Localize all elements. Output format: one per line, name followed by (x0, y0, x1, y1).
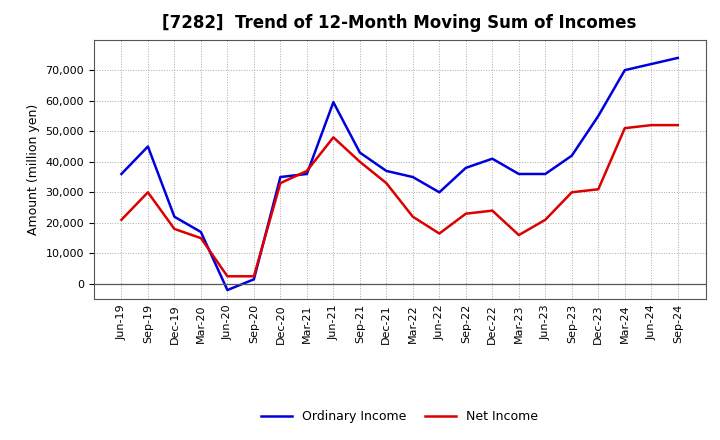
Net Income (567, 190, 576, 195)
Net Income (356, 159, 364, 165)
Net Income (223, 274, 232, 279)
Net Income (117, 217, 126, 223)
Ordinary Income (673, 55, 682, 61)
Ordinary Income (408, 174, 417, 180)
Net Income (435, 231, 444, 236)
Y-axis label: Amount (million yen): Amount (million yen) (27, 104, 40, 235)
Ordinary Income (117, 171, 126, 176)
Ordinary Income (435, 190, 444, 195)
Ordinary Income (197, 229, 205, 235)
Net Income (197, 235, 205, 241)
Ordinary Income (515, 171, 523, 176)
Ordinary Income (302, 171, 311, 176)
Net Income (673, 122, 682, 128)
Ordinary Income (621, 67, 629, 73)
Ordinary Income (488, 156, 497, 161)
Ordinary Income (170, 214, 179, 220)
Ordinary Income (329, 99, 338, 105)
Net Income (276, 180, 284, 186)
Ordinary Income (647, 62, 656, 67)
Legend: Ordinary Income, Net Income: Ordinary Income, Net Income (256, 405, 544, 428)
Ordinary Income (462, 165, 470, 171)
Net Income (250, 274, 258, 279)
Net Income (647, 122, 656, 128)
Line: Net Income: Net Income (122, 125, 678, 276)
Net Income (594, 187, 603, 192)
Net Income (541, 217, 549, 223)
Net Income (462, 211, 470, 216)
Ordinary Income (356, 150, 364, 155)
Ordinary Income (250, 277, 258, 282)
Net Income (408, 214, 417, 220)
Net Income (515, 232, 523, 238)
Title: [7282]  Trend of 12-Month Moving Sum of Incomes: [7282] Trend of 12-Month Moving Sum of I… (163, 15, 636, 33)
Ordinary Income (143, 144, 152, 149)
Net Income (170, 226, 179, 231)
Ordinary Income (382, 168, 391, 173)
Ordinary Income (223, 287, 232, 293)
Ordinary Income (276, 174, 284, 180)
Net Income (143, 190, 152, 195)
Ordinary Income (567, 153, 576, 158)
Net Income (382, 180, 391, 186)
Ordinary Income (594, 114, 603, 119)
Net Income (488, 208, 497, 213)
Net Income (329, 135, 338, 140)
Net Income (302, 168, 311, 173)
Ordinary Income (541, 171, 549, 176)
Line: Ordinary Income: Ordinary Income (122, 58, 678, 290)
Net Income (621, 125, 629, 131)
